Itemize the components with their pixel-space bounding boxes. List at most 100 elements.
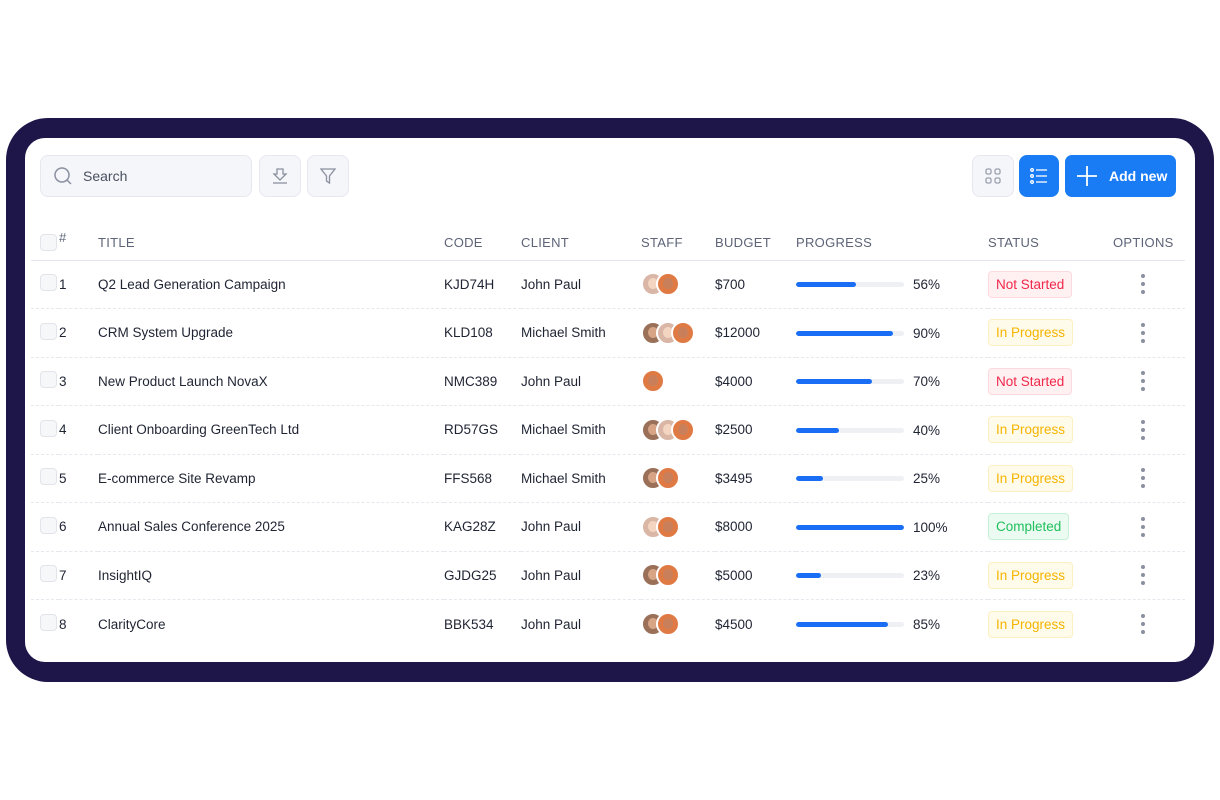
staff-avatars — [641, 272, 715, 297]
col-progress: PROGRESS — [796, 226, 988, 261]
avatar — [656, 563, 680, 588]
table-row[interactable]: 7 InsightIQ GJDG25 John Paul $5000 23% I… — [31, 551, 1185, 600]
project-code: KLD108 — [444, 308, 521, 358]
row-number: 4 — [59, 405, 98, 455]
progress-label: 85% — [913, 616, 941, 632]
col-code: CODE — [444, 226, 521, 261]
avatar — [656, 514, 680, 539]
project-code: GJDG25 — [444, 551, 521, 600]
row-number: 5 — [59, 454, 98, 503]
project-title[interactable]: ClarityCore — [98, 616, 166, 632]
list-view-icon — [1030, 168, 1047, 184]
projects-card: Add new # TITLE CODE CLIENT STAFF BUDGET… — [25, 138, 1195, 662]
add-new-button[interactable]: Add new — [1065, 155, 1176, 197]
table-row[interactable]: 8 ClarityCore BBK534 John Paul $4500 85%… — [31, 600, 1185, 649]
client-name: John Paul — [521, 502, 641, 552]
project-title[interactable]: Annual Sales Conference 2025 — [98, 502, 444, 552]
list-view-button[interactable] — [1019, 155, 1059, 197]
table-row[interactable]: 5 E-commerce Site Revamp FFS568 Michael … — [31, 454, 1185, 503]
status-badge: Not Started — [988, 367, 1073, 395]
progress-bar — [796, 282, 904, 288]
table-row[interactable]: 4 Client Onboarding GreenTech Ltd RD57GS… — [31, 405, 1185, 455]
row-checkbox[interactable] — [40, 419, 57, 437]
progress-label: 70% — [913, 374, 941, 390]
budget: $8000 — [715, 502, 796, 552]
progress-label: 100% — [913, 519, 948, 535]
grid-view-button[interactable] — [972, 155, 1014, 197]
status-badge: In Progress — [988, 610, 1074, 638]
project-title[interactable]: E-commerce Site Revamp — [98, 454, 444, 503]
col-status: STATUS — [988, 226, 1113, 261]
project-title[interactable]: Q2 Lead Generation Campaign — [98, 260, 444, 309]
status-badge: In Progress — [988, 319, 1074, 347]
avatar — [656, 612, 680, 636]
table-header: # TITLE CODE CLIENT STAFF BUDGET PROGRES… — [31, 226, 1185, 261]
row-checkbox[interactable] — [40, 274, 57, 292]
more-options-icon[interactable] — [1113, 516, 1173, 537]
row-checkbox[interactable] — [40, 468, 57, 486]
download-button[interactable] — [259, 155, 301, 197]
table-row[interactable]: 6 Annual Sales Conference 2025 KAG28Z Jo… — [31, 502, 1185, 552]
progress-bar — [796, 330, 904, 336]
budget: $2500 — [715, 405, 796, 455]
more-options-icon[interactable] — [1113, 322, 1173, 343]
more-options-icon[interactable] — [1113, 371, 1173, 392]
avatar — [671, 417, 695, 442]
row-number: 8 — [59, 616, 67, 632]
row-checkbox[interactable] — [40, 322, 57, 340]
budget: $4500 — [715, 616, 753, 632]
staff-avatars — [641, 514, 715, 539]
row-checkbox[interactable] — [40, 614, 57, 631]
project-code: NMC389 — [444, 357, 521, 406]
row-checkbox[interactable] — [40, 371, 57, 389]
project-code: RD57GS — [444, 405, 521, 455]
progress-label: 40% — [913, 422, 941, 438]
project-code: KJD74H — [444, 260, 521, 309]
more-options-icon[interactable] — [1113, 614, 1173, 634]
project-title[interactable]: InsightIQ — [98, 551, 444, 600]
col-client: CLIENT — [521, 226, 641, 261]
grid-view-icon — [985, 168, 1001, 184]
filter-button[interactable] — [307, 155, 349, 197]
budget: $4000 — [715, 357, 796, 406]
progress-label: 56% — [913, 277, 941, 293]
row-number: 3 — [59, 357, 98, 406]
progress-bar — [796, 476, 904, 482]
project-title[interactable]: Client Onboarding GreenTech Ltd — [98, 405, 444, 455]
more-options-icon[interactable] — [1113, 274, 1173, 295]
progress-bar — [796, 379, 904, 385]
search-box[interactable] — [40, 155, 252, 197]
row-number: 1 — [59, 260, 98, 309]
budget: $700 — [715, 260, 796, 309]
staff-avatars — [641, 320, 715, 345]
row-checkbox[interactable] — [40, 565, 57, 583]
table-row[interactable]: 2 CRM System Upgrade KLD108 Michael Smit… — [31, 308, 1185, 358]
progress-label: 90% — [913, 325, 941, 341]
col-budget: BUDGET — [715, 226, 796, 261]
col-staff: STAFF — [641, 226, 715, 261]
filter-icon — [319, 168, 337, 185]
status-badge: Not Started — [988, 270, 1073, 298]
status-badge: Completed — [988, 513, 1070, 541]
project-code: BBK534 — [444, 616, 494, 632]
project-title[interactable]: New Product Launch NovaX — [98, 357, 444, 406]
select-all-checkbox[interactable] — [40, 234, 57, 252]
avatar — [656, 466, 680, 491]
table-row[interactable]: 1 Q2 Lead Generation Campaign KJD74H Joh… — [31, 260, 1185, 309]
project-title[interactable]: CRM System Upgrade — [98, 308, 444, 358]
more-options-icon[interactable] — [1113, 468, 1173, 489]
search-input[interactable] — [83, 168, 233, 184]
progress-bar — [796, 573, 904, 579]
staff-avatars — [641, 612, 715, 636]
more-options-icon[interactable] — [1113, 419, 1173, 440]
row-number: 7 — [59, 551, 98, 600]
table-row[interactable]: 3 New Product Launch NovaX NMC389 John P… — [31, 357, 1185, 406]
row-checkbox[interactable] — [40, 516, 57, 534]
budget: $3495 — [715, 454, 796, 503]
client-name: John Paul — [521, 616, 582, 632]
avatar — [641, 369, 665, 394]
project-code: FFS568 — [444, 454, 521, 503]
status-badge: In Progress — [988, 416, 1074, 444]
more-options-icon[interactable] — [1113, 565, 1173, 586]
client-name: John Paul — [521, 357, 641, 406]
